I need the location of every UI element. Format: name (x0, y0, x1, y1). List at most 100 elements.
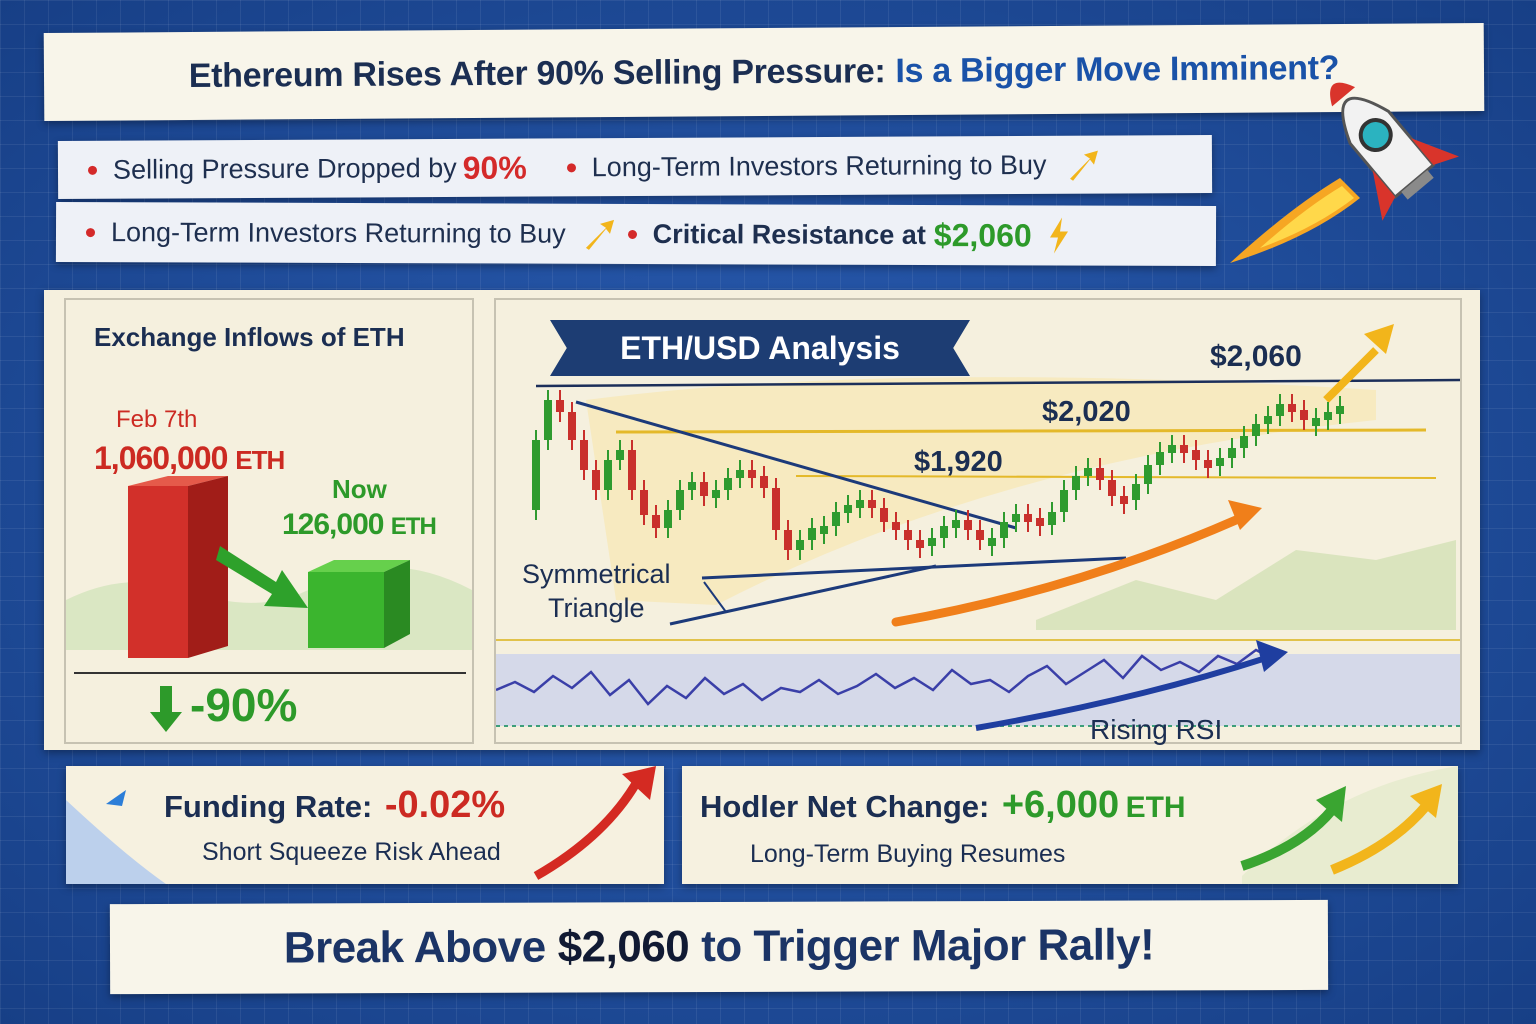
inflows-now-unit: ETH (390, 513, 437, 540)
pattern-label-line-1: Symmetrical (522, 559, 671, 589)
rsi-trend-arrow-head (1256, 640, 1288, 672)
rsi-line (496, 648, 1276, 706)
candle-body (760, 476, 768, 488)
candle-body (580, 440, 588, 470)
candle-body (868, 500, 876, 508)
candle-body (1180, 445, 1188, 453)
price-chart (496, 324, 1460, 731)
candle-body (1072, 476, 1080, 490)
pattern-label-line-2: Triangle (547, 592, 645, 623)
candle-body (904, 530, 912, 540)
bullet-text: Long-Term Investors Returning to Buy (110, 216, 566, 249)
candle-body (556, 400, 564, 412)
candle-body (616, 450, 624, 460)
candle-body (808, 528, 816, 540)
triangle-upper-line (575, 400, 1017, 530)
inflows-then-unit: ETH (235, 445, 285, 475)
candle-body (952, 520, 960, 528)
inflows-then-value: 1,060,000 ETH (94, 440, 285, 477)
candle-body (544, 400, 552, 440)
hodler-header: Hodler Net Change: +6,000 ETH (700, 784, 1186, 827)
page-title: Ethereum Rises After 90% Selling Pressur… (188, 51, 886, 95)
candle-body (772, 488, 780, 530)
candle-body (1144, 465, 1152, 484)
candle-body (988, 538, 996, 546)
pattern-label: Symmetrical Triangle (522, 558, 671, 626)
inflows-change: -90% (190, 679, 298, 731)
funding-title: Funding Rate: (164, 789, 373, 824)
bullet-row-2: Long-Term Investors Returning to Buy Cri… (55, 201, 1217, 267)
candle-body (1168, 445, 1176, 453)
candle-body (916, 540, 924, 548)
candle-body (748, 470, 756, 478)
candle-body (796, 540, 804, 550)
candle-body (1336, 406, 1344, 414)
bullet-dot-icon (85, 227, 96, 237)
candle-body (1132, 484, 1140, 500)
candle-body (928, 538, 936, 546)
candle-body (1024, 514, 1032, 522)
bullet-text: Selling Pressure Dropped by (112, 152, 457, 185)
candle-body (832, 512, 840, 526)
up-arrow-icon (585, 219, 614, 250)
rsi-band (496, 654, 1460, 726)
candle-body (592, 470, 600, 490)
footer-value: $2,060 (557, 922, 690, 972)
bullet-row-1: Selling Pressure Dropped by 90% Long-Ter… (57, 134, 1213, 200)
candle-body (1120, 496, 1128, 504)
breakout-arrow-icon (1323, 347, 1379, 403)
chart-card: ETH/USD Analysis $2,060 $2,020 $1,920 Sy… (494, 298, 1462, 745)
resistance-line-2060 (535, 378, 1460, 388)
candle-body (676, 490, 684, 510)
red-bar-icon (128, 476, 228, 658)
candle-body (856, 500, 864, 508)
green-bar-icon (308, 560, 410, 648)
level-label-2020: $2,020 (1042, 396, 1131, 428)
triangle-pointer (703, 581, 727, 613)
candle-body (1276, 404, 1284, 416)
triangle-lower-line (701, 556, 1127, 580)
main-panel: Exchange Inflows of ETH Feb 7th 1,060,00… (44, 290, 1480, 750)
rocket-icon (1230, 82, 1460, 263)
candle-body (1096, 468, 1104, 480)
candle-body (1012, 514, 1020, 522)
inflows-now-label: Now (332, 474, 387, 504)
down-right-arrow-icon (216, 546, 308, 608)
candle-body (820, 526, 828, 534)
candle-body (940, 526, 948, 538)
inflows-now-value: 126,000 ETH (282, 508, 437, 542)
candlesticks (532, 390, 1344, 560)
candle-body (640, 490, 648, 515)
funding-value: -0.02% (384, 784, 506, 826)
candle-body (1036, 518, 1044, 526)
candle-body (1228, 448, 1236, 458)
candle-body (880, 508, 888, 522)
hodler-title: Hodler Net Change: (700, 789, 990, 824)
candle-body (1084, 468, 1092, 476)
candle-body (784, 530, 792, 550)
candle-body (700, 482, 708, 496)
candle-body (568, 412, 576, 440)
level-label-2060: $2,060 (1210, 340, 1302, 373)
candle-body (1324, 412, 1332, 420)
hodler-card: Hodler Net Change: +6,000 ETH Long-Term … (682, 766, 1458, 884)
inflows-then-label: Feb 7th (116, 406, 198, 433)
hodler-subtitle: Long-Term Buying Resumes (750, 840, 1066, 868)
bullet-value: $2,060 (933, 216, 1032, 253)
candle-body (736, 470, 744, 478)
candle-body (964, 520, 972, 530)
bullet-dot-icon (627, 229, 637, 239)
inflows-title: Exchange Inflows of ETH (94, 322, 405, 352)
bullet-value: 90% (462, 149, 527, 186)
lightning-icon (1049, 217, 1068, 254)
candle-body (1252, 424, 1260, 436)
funding-decor (66, 766, 656, 884)
resistance-line-1920 (795, 475, 1437, 479)
trend-arrow-head (1228, 500, 1262, 530)
candle-body (1060, 490, 1068, 512)
down-arrow-icon (150, 686, 182, 732)
rsi-trend-arrow-icon (975, 655, 1267, 731)
candle-body (1048, 512, 1056, 525)
candle-body (724, 478, 732, 490)
footer-text-after: to Trigger Major Rally! (701, 920, 1155, 972)
